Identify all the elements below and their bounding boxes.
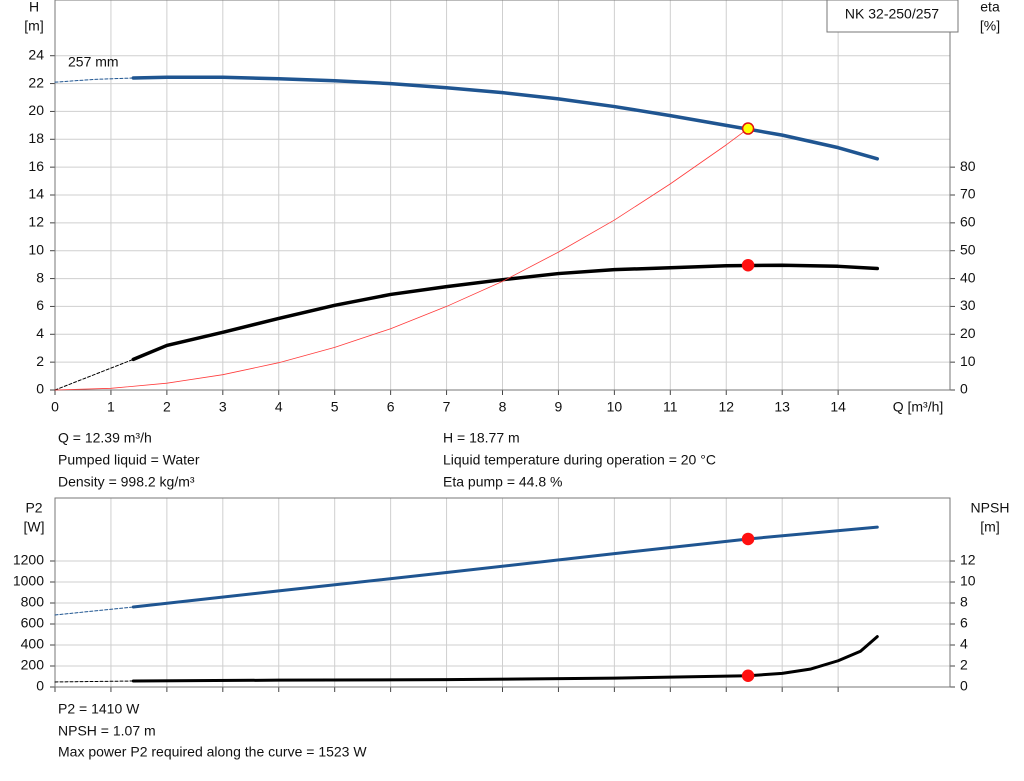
info-text: Liquid temperature during operation = 20… — [443, 452, 716, 468]
y2-tick-label: 60 — [960, 214, 976, 230]
y2-tick-label: 10 — [960, 353, 976, 369]
y2-tick-label: 50 — [960, 241, 976, 257]
info-text: Max power P2 required along the curve = … — [58, 744, 367, 760]
y-tick-label: 16 — [28, 158, 44, 174]
curve — [54, 606, 134, 616]
x-tick-label: 0 — [51, 399, 59, 415]
x-tick-label: 1 — [107, 399, 115, 415]
operating-point — [741, 532, 755, 546]
y2-tick-label: 0 — [960, 381, 968, 397]
curve — [54, 128, 749, 391]
x-tick-label: 12 — [718, 399, 734, 415]
y2-axis-label: NPSH — [971, 500, 1010, 516]
x-tick-label: 9 — [555, 399, 563, 415]
y2-tick-label: 20 — [960, 325, 976, 341]
curve — [54, 680, 134, 683]
y-tick-label: 200 — [21, 657, 45, 673]
info-text: Q = 12.39 m³/h — [58, 430, 152, 446]
info-text: Density = 998.2 kg/m³ — [58, 474, 195, 490]
curve — [131, 75, 880, 161]
y-tick-label: 2 — [36, 353, 44, 369]
y-tick-label: 800 — [21, 594, 45, 610]
y-tick-label: 0 — [36, 381, 44, 397]
y2-tick-label: 2 — [960, 657, 968, 673]
y-axis-label: H — [29, 0, 39, 15]
y2-axis-unit: [m] — [980, 519, 999, 535]
y-tick-label: 0 — [36, 678, 44, 694]
x-tick-label: 14 — [830, 399, 846, 415]
curve-label: 257 mm — [68, 54, 119, 70]
x-tick-label: 10 — [607, 399, 623, 415]
y2-tick-label: 10 — [960, 573, 976, 589]
y-tick-label: 18 — [28, 130, 44, 146]
y2-tick-label: 12 — [960, 552, 976, 568]
x-axis-label: Q [m³/h] — [893, 399, 944, 415]
y-tick-label: 1000 — [13, 573, 44, 589]
y-tick-label: 20 — [28, 102, 44, 118]
x-tick-label: 3 — [219, 399, 227, 415]
y2-tick-label: 80 — [960, 158, 976, 174]
x-tick-label: 5 — [331, 399, 339, 415]
plot-frame — [54, 0, 951, 391]
y-tick-label: 10 — [28, 241, 44, 257]
operating-point — [741, 258, 755, 272]
title-box — [826, 0, 959, 33]
y2-tick-label: 30 — [960, 297, 976, 313]
info-text: P2 = 1410 W — [58, 701, 140, 717]
info-text: Eta pump = 44.8 % — [443, 474, 562, 490]
curve — [131, 635, 879, 683]
y-axis-unit: [m] — [24, 18, 43, 34]
y2-tick-label: 40 — [960, 269, 976, 285]
y-tick-label: 600 — [21, 615, 45, 631]
y-axis-label: P2 — [25, 500, 42, 516]
y-tick-label: 1200 — [13, 552, 44, 568]
chart-title: NK 32-250/257 — [845, 6, 939, 22]
x-tick-label: 2 — [163, 399, 171, 415]
info-text: NPSH = 1.07 m — [58, 723, 156, 739]
y-tick-label: 4 — [36, 325, 44, 341]
curve — [54, 77, 134, 83]
y2-axis-label: eta — [980, 0, 1000, 15]
y-tick-label: 400 — [21, 636, 45, 652]
curve — [131, 263, 880, 362]
y2-tick-label: 6 — [960, 615, 968, 631]
x-tick-label: 13 — [774, 399, 790, 415]
y-tick-label: 14 — [28, 186, 44, 202]
info-text: Pumped liquid = Water — [58, 452, 200, 468]
y2-tick-label: 4 — [960, 636, 968, 652]
plot-frame — [54, 497, 951, 688]
curve — [131, 525, 879, 609]
x-tick-label: 7 — [443, 399, 451, 415]
info-text: H = 18.77 m — [443, 430, 520, 446]
y-tick-label: 8 — [36, 269, 44, 285]
x-tick-label: 11 — [663, 399, 678, 415]
y-tick-label: 24 — [28, 46, 44, 62]
y-axis-unit: [W] — [24, 519, 45, 535]
curve — [54, 358, 134, 391]
operating-point — [741, 122, 755, 135]
x-tick-label: 6 — [387, 399, 395, 415]
y2-tick-label: 70 — [960, 186, 976, 202]
x-tick-label: 8 — [499, 399, 507, 415]
y2-axis-unit: [%] — [980, 18, 1000, 34]
y-tick-label: 22 — [28, 74, 44, 90]
x-tick-label: 4 — [275, 399, 283, 415]
y-tick-label: 6 — [36, 297, 44, 313]
y2-tick-label: 0 — [960, 678, 968, 694]
operating-point — [741, 669, 755, 683]
y-tick-label: 12 — [28, 214, 44, 230]
y2-tick-label: 8 — [960, 594, 968, 610]
